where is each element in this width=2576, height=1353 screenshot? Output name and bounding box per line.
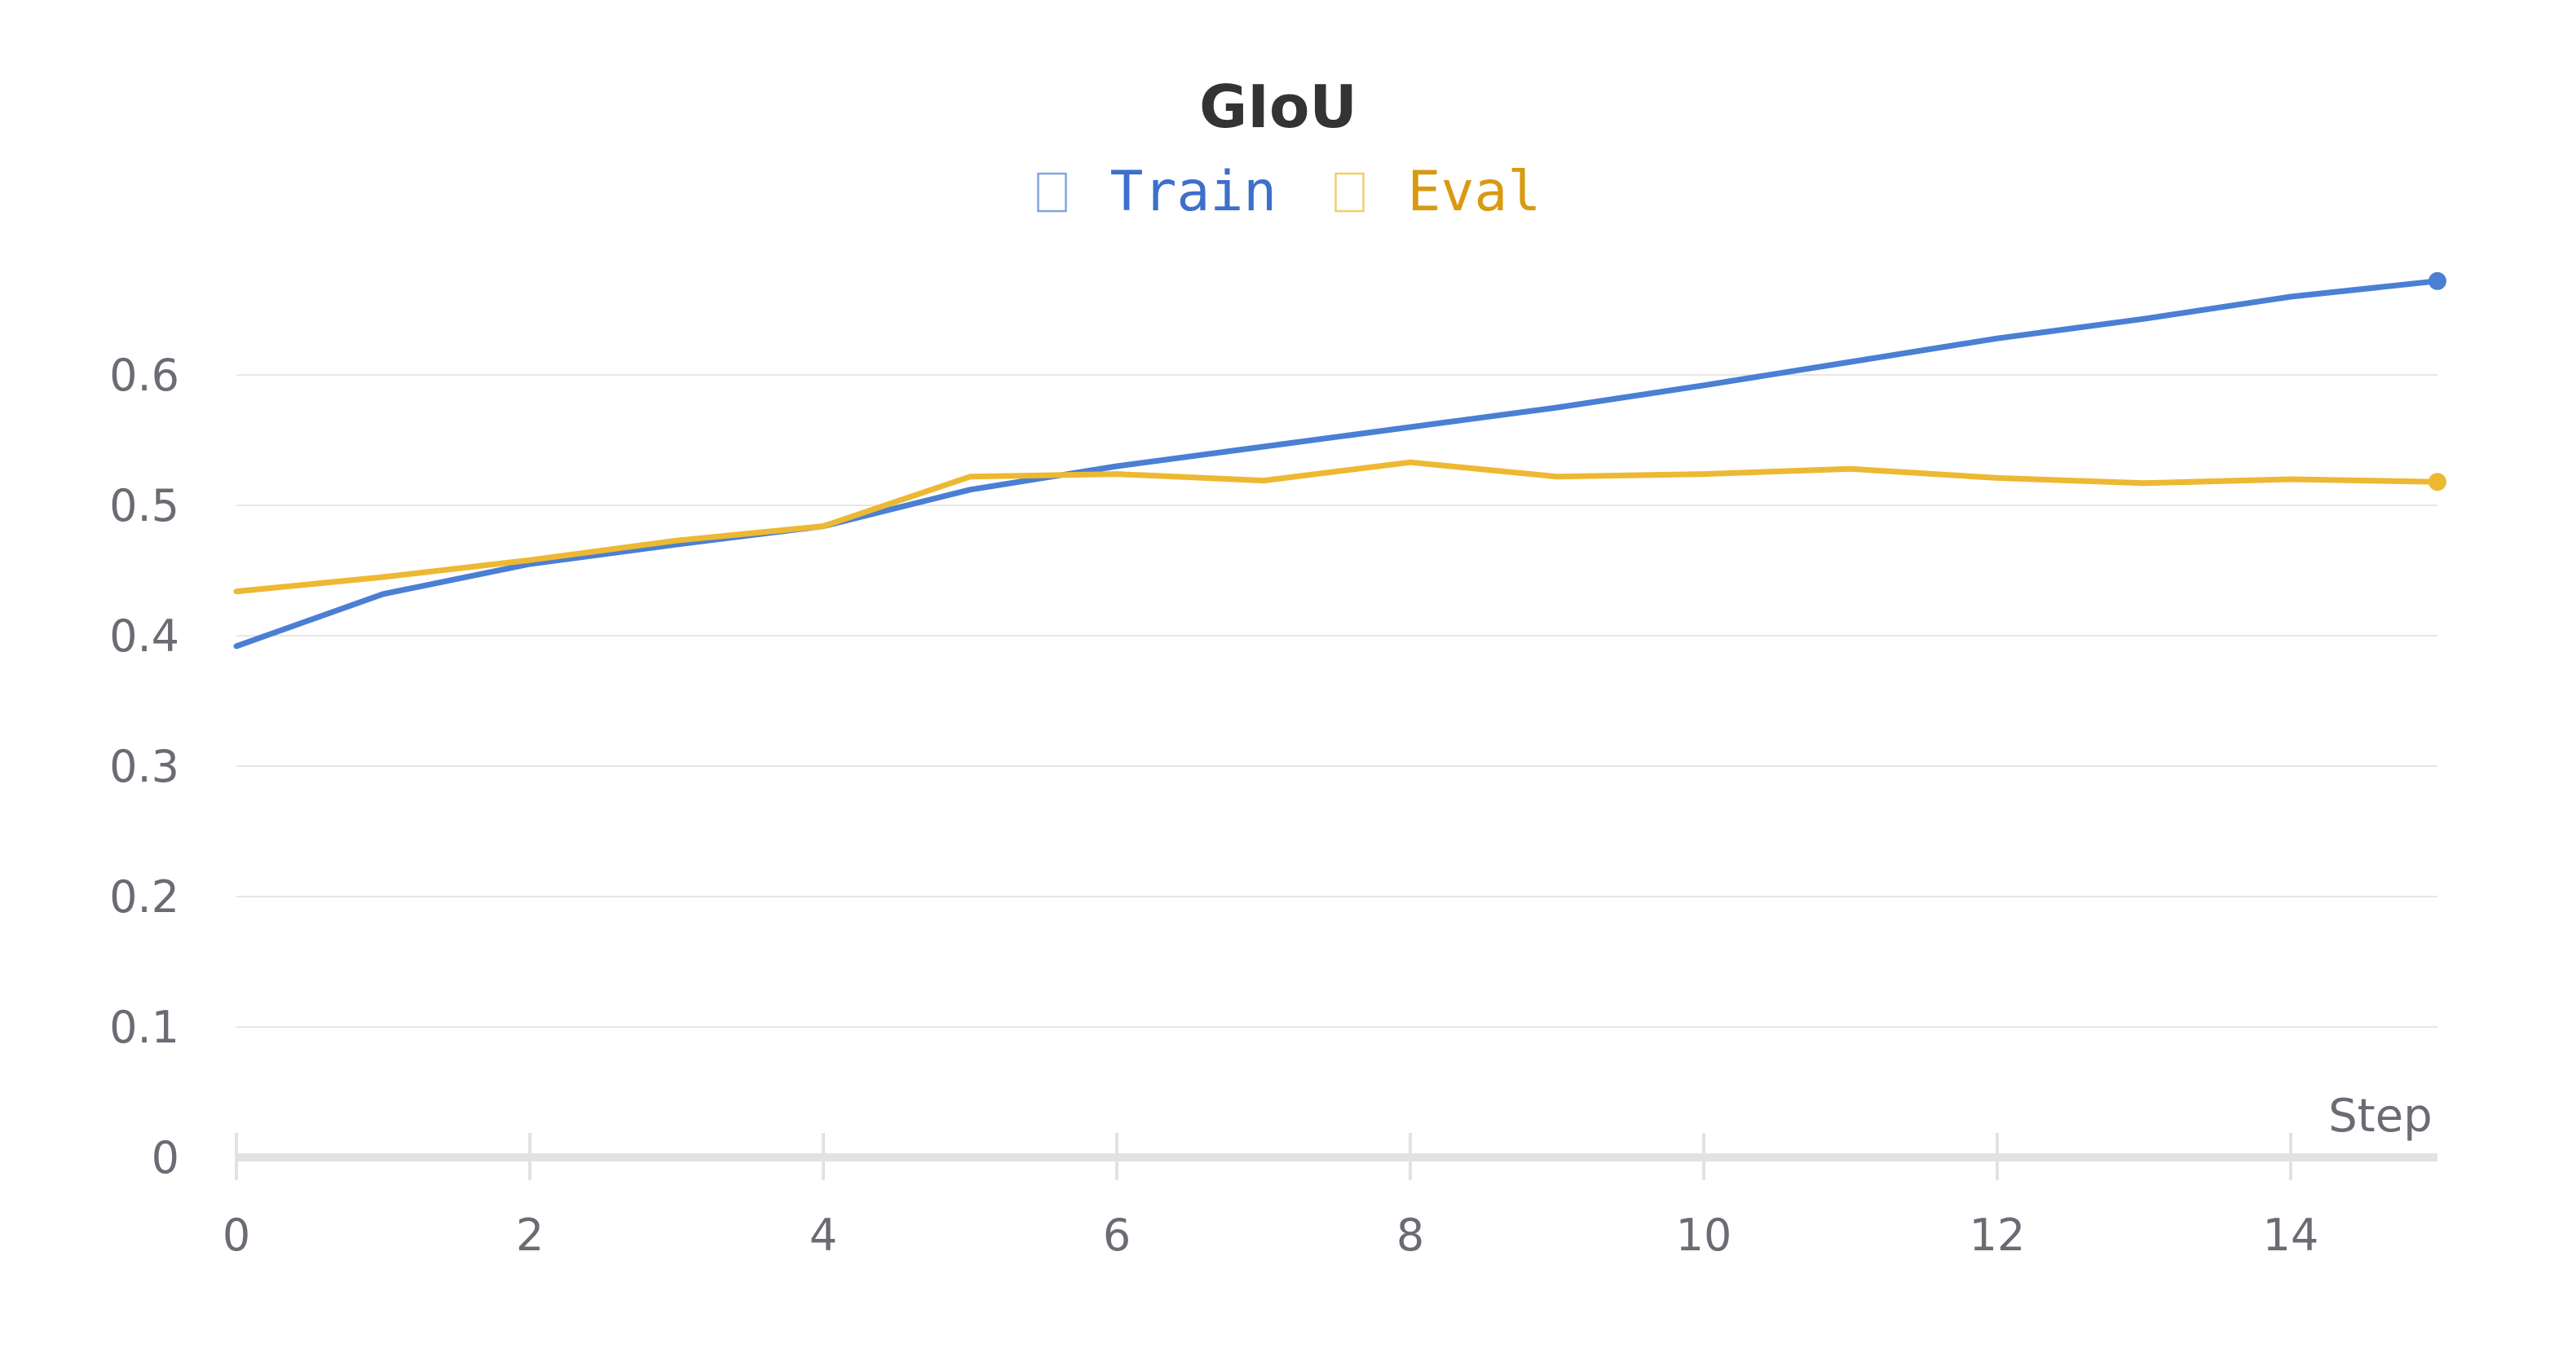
legend-item-eval[interactable]: Eval <box>1334 160 1542 224</box>
data-point-eval <box>530 560 531 561</box>
y-tick-label: 0.6 <box>109 350 179 401</box>
x-tick-label: 4 <box>809 1210 837 1261</box>
data-point-eval <box>970 476 971 477</box>
x-tick-label: 2 <box>516 1210 544 1261</box>
x-tick-label: 10 <box>1676 1210 1732 1261</box>
data-point-train <box>383 593 384 594</box>
data-point-train <box>1117 466 1118 467</box>
x-axis: 0 2 4 6 8 10 12 14 <box>223 1133 2437 1261</box>
data-point-eval <box>236 591 237 592</box>
data-point-train <box>1410 427 1411 428</box>
data-point-train <box>1704 385 1705 386</box>
data-point-train <box>1997 338 1998 339</box>
x-axis-title: Step <box>2328 1090 2433 1143</box>
series-line-eval <box>233 459 2441 595</box>
y-tick-label: 0.5 <box>109 480 179 531</box>
series-end-marker-eval <box>2428 473 2446 491</box>
data-point-eval <box>1557 476 1558 477</box>
x-tick-label: 14 <box>2263 1210 2319 1261</box>
y-tick-label: 0.3 <box>109 741 179 792</box>
y-tick-label: 0 <box>152 1132 179 1183</box>
x-tick-label: 6 <box>1103 1210 1131 1261</box>
legend-item-train[interactable]: Train <box>1037 160 1277 224</box>
y-tick-label: 0.4 <box>109 610 179 662</box>
x-tick-label: 8 <box>1396 1210 1424 1261</box>
legend[interactable]: Train Eval <box>1037 160 1542 224</box>
y-axis: 0 0.1 0.2 0.3 0.4 0.5 0.6 <box>109 350 179 1183</box>
y-tick-label: 0.2 <box>109 871 179 923</box>
legend-label: Eval <box>1408 160 1542 224</box>
data-point-train <box>530 564 531 565</box>
data-point-train <box>970 489 971 490</box>
data-point-train <box>2144 319 2145 320</box>
series-line-train <box>233 278 2441 650</box>
gridlines <box>236 374 2437 1028</box>
x-tick-label: 0 <box>223 1210 250 1261</box>
y-tick-label: 0.1 <box>109 1002 179 1053</box>
series-lines <box>233 271 2446 650</box>
data-point-eval <box>823 526 824 527</box>
chart-title: GIoU <box>1199 73 1357 141</box>
x-tick-label: 12 <box>1969 1210 2026 1261</box>
legend-swatch <box>1334 172 1365 213</box>
series-end-marker-train <box>2428 271 2446 290</box>
data-point-eval <box>383 577 384 578</box>
data-point-train <box>1850 362 1851 363</box>
data-point-eval <box>1410 462 1411 463</box>
legend-label: Train <box>1110 160 1277 224</box>
legend-swatch <box>1037 172 1067 213</box>
